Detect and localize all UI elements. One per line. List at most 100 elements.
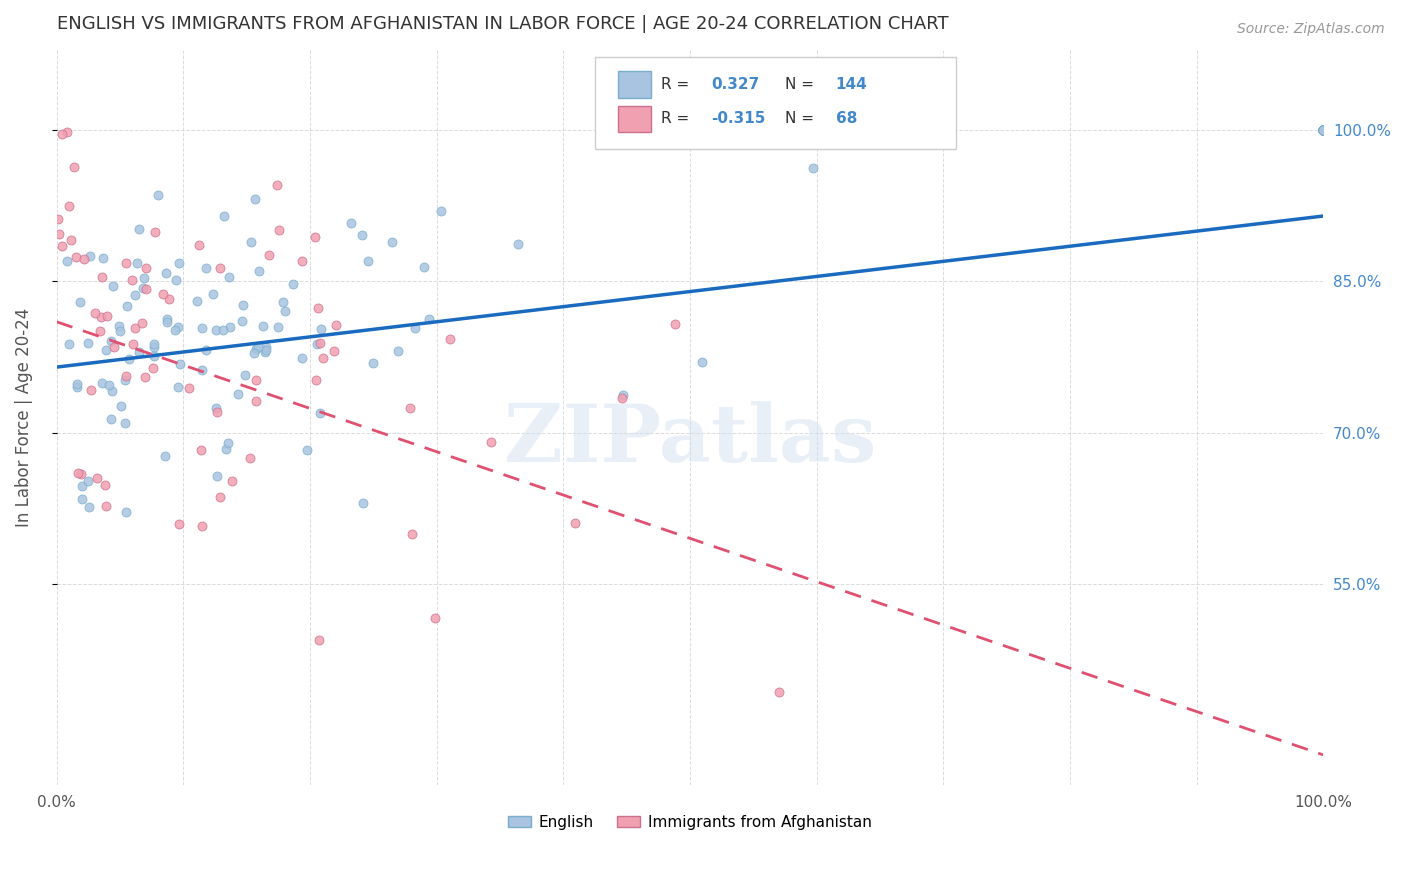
Point [89,325,111,339]
Point [118,351,141,366]
Point [212,323,235,337]
Point [239,451,262,466]
Point [233,368,256,383]
Point [188,238,211,252]
Point [231,314,253,328]
Point [240,235,263,249]
Point [1312,123,1334,137]
Point [80,383,103,397]
Point [121,272,143,286]
Point [46,211,69,226]
Point [167,320,190,334]
Point [70,479,93,493]
Point [63,160,86,174]
Y-axis label: In Labor Force | Age 20-24: In Labor Force | Age 20-24 [15,308,32,527]
Point [128,222,150,236]
Point [1312,123,1334,137]
Point [564,516,586,530]
Point [439,332,461,346]
Text: -0.315: -0.315 [711,112,766,127]
Point [103,340,125,354]
Point [77,474,100,488]
Point [97,378,120,392]
Point [361,356,384,370]
Point [117,299,139,313]
Point [1312,123,1334,137]
Point [242,346,264,360]
Point [217,436,239,450]
Point [114,256,136,270]
Point [221,474,243,488]
Point [1312,123,1334,137]
Point [91,251,114,265]
Point [247,263,270,277]
Point [152,287,174,301]
Point [155,266,177,280]
Point [191,518,214,533]
Point [114,416,136,430]
Point [267,319,290,334]
Point [1312,123,1334,137]
Point [1312,123,1334,137]
Point [295,442,318,457]
Point [291,351,314,365]
Point [90,310,112,325]
Point [1312,123,1334,137]
Point [142,349,165,363]
Point [145,225,167,239]
Point [51,128,73,142]
Point [1312,123,1334,137]
Point [195,260,218,275]
Point [90,376,112,391]
Point [1312,123,1334,137]
Point [312,351,335,365]
Point [167,516,190,531]
Text: R =: R = [661,77,695,92]
Point [191,320,214,334]
Point [1312,123,1334,137]
Point [768,684,790,698]
Point [1312,123,1334,137]
Point [1312,123,1334,137]
Point [269,222,291,236]
Point [1312,123,1334,137]
Point [401,527,423,541]
Point [205,323,228,337]
Point [156,312,179,326]
Point [243,192,266,206]
Point [1312,123,1334,137]
Point [308,633,330,648]
Text: Source: ZipAtlas.com: Source: ZipAtlas.com [1237,22,1385,37]
Text: N =: N = [785,77,818,92]
Point [115,505,138,519]
Point [309,406,332,420]
Point [1312,123,1334,137]
Point [398,401,420,415]
Text: R =: R = [661,112,695,127]
Point [1312,123,1334,137]
Point [110,399,132,413]
Point [257,247,280,261]
Point [114,373,136,387]
FancyBboxPatch shape [595,57,956,149]
Point [307,336,329,351]
Point [195,343,218,358]
Point [155,315,177,329]
Point [48,227,70,242]
Point [77,335,100,350]
Point [205,405,228,419]
Point [1312,123,1334,137]
Point [205,401,228,415]
Point [166,380,188,394]
Point [803,161,825,176]
Point [1312,123,1334,137]
Point [128,345,150,359]
Point [245,374,267,388]
Point [1312,123,1334,137]
Point [323,344,346,359]
Point [1312,123,1334,137]
Point [51,239,73,253]
Point [274,304,297,318]
Point [177,381,200,395]
Point [101,278,124,293]
